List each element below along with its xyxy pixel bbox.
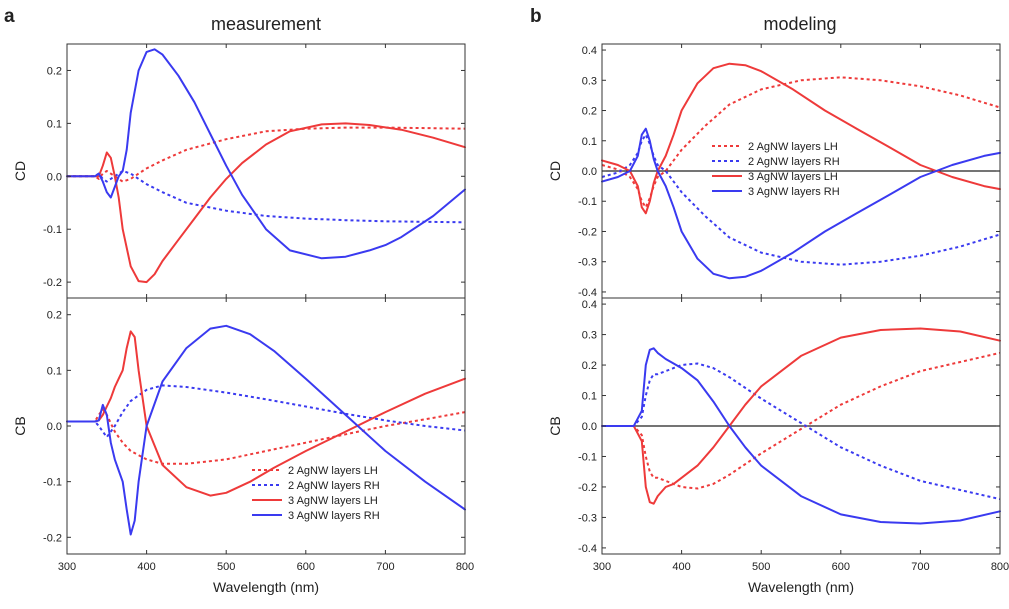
series-line xyxy=(67,170,466,224)
y-axis-title: CD xyxy=(547,161,563,181)
legend-label: 3 AgNW layers RH xyxy=(288,510,380,522)
x-tick-label: 800 xyxy=(456,561,474,573)
panel-b-letter: b xyxy=(530,6,542,27)
x-tick-label: 500 xyxy=(752,561,770,573)
y-tick-label: -0.2 xyxy=(43,532,62,544)
series-line xyxy=(66,330,466,497)
y-tick-label: -0.3 xyxy=(578,512,597,524)
x-tick-label: 400 xyxy=(672,561,690,573)
y-axis-title: CB xyxy=(12,416,28,435)
y-tick-label: -0.2 xyxy=(43,277,62,289)
x-axis-title: Wavelength (nm) xyxy=(748,579,854,595)
y-tick-label: 0.4 xyxy=(582,45,597,57)
series-line xyxy=(66,122,466,284)
legend-label: 2 AgNW layers LH xyxy=(288,465,378,477)
x-tick-label: 600 xyxy=(297,561,315,573)
x-tick-label: 400 xyxy=(137,561,155,573)
y-tick-label: 0.3 xyxy=(582,75,597,87)
legend: 2 AgNW layers LH 2 AgNW layers RH 3 AgNW l… xyxy=(252,465,380,522)
y-tick-label: 0.1 xyxy=(47,365,62,377)
y-tick-label: -0.1 xyxy=(43,224,62,236)
series-line xyxy=(601,62,1001,215)
y-tick-label: 0.1 xyxy=(582,391,597,403)
x-tick-label: 500 xyxy=(217,561,235,573)
series-line xyxy=(601,76,1001,209)
axes-frame xyxy=(66,43,466,299)
x-tick-label: 600 xyxy=(832,561,850,573)
y-tick-label: 0.0 xyxy=(47,171,62,183)
subplot-b-cd: -0.4 -0.3 -0.2 -0.1 0.0 0.1 0.2 0.3 0.4 CD 2 AgNW … xyxy=(547,43,1001,299)
subplot-b-cb: -0.4 -0.3 -0.2 -0.1 0.0 0.1 0.2 0.3 0.4 300 400 500… xyxy=(547,297,1009,595)
series-line xyxy=(601,327,1001,505)
series-line xyxy=(601,133,1001,266)
y-tick-label: 0.2 xyxy=(47,65,62,77)
y-tick-label: -0.1 xyxy=(578,196,597,208)
y-tick-label: -0.2 xyxy=(578,482,597,494)
panel-b-title: modeling xyxy=(763,14,836,34)
y-axis-title: CD xyxy=(12,161,28,181)
y-tick-label: 0.1 xyxy=(582,136,597,148)
series-line xyxy=(602,362,1001,501)
legend-label: 3 AgNW layers LH xyxy=(288,495,378,507)
x-axis-title: Wavelength (nm) xyxy=(213,579,319,595)
y-tick-label: 0.2 xyxy=(582,106,597,118)
y-tick-label: -0.1 xyxy=(578,451,597,463)
x-tick-label: 700 xyxy=(911,561,929,573)
series-line xyxy=(602,351,1001,490)
series-line xyxy=(66,48,466,260)
y-tick-label: 0.0 xyxy=(582,421,597,433)
series-line xyxy=(67,384,466,439)
legend-label: 3 AgNW layers LH xyxy=(748,171,838,183)
panel-a-letter: a xyxy=(4,6,15,27)
y-tick-label: -0.3 xyxy=(578,257,597,269)
y-tick-label: 0.2 xyxy=(47,310,62,322)
x-tick-label: 800 xyxy=(991,561,1009,573)
y-tick-label: -0.2 xyxy=(578,226,597,238)
x-tick-label: 300 xyxy=(58,561,76,573)
y-tick-label: 0.4 xyxy=(582,299,597,311)
legend-label: 2 AgNW layers RH xyxy=(288,480,380,492)
legend-label: 2 AgNW layers LH xyxy=(748,141,838,153)
y-tick-label: 0.1 xyxy=(47,118,62,130)
x-tick-label: 300 xyxy=(593,561,611,573)
legend-label: 3 AgNW layers RH xyxy=(748,186,840,198)
y-tick-label: -0.1 xyxy=(43,477,62,489)
panel-a-title: measurement xyxy=(211,14,321,34)
y-tick-label: 0.0 xyxy=(582,166,597,178)
series-line xyxy=(601,127,1001,280)
subplot-a-cb: -0.2 -0.1 0.0 0.1 0.2 300 400 500 600 700 800 CB Wav… xyxy=(12,297,474,595)
plot-area: -0.2 -0.1 0.0 0.1 0.2 CD -0.2 -0.1 0.0 0.1 0.2 300 4… xyxy=(12,43,1009,595)
series-line xyxy=(67,408,466,465)
y-tick-label: 0.0 xyxy=(47,421,62,433)
x-tick-label: 700 xyxy=(376,561,394,573)
y-axis-title: CB xyxy=(547,416,563,435)
legend-label: 2 AgNW layers RH xyxy=(748,156,840,168)
y-tick-label: 0.2 xyxy=(582,360,597,372)
series-line xyxy=(66,324,466,536)
series-line xyxy=(601,347,1001,525)
y-tick-label: -0.4 xyxy=(578,287,597,299)
y-tick-label: -0.4 xyxy=(578,543,597,555)
subplot-a-cd: -0.2 -0.1 0.0 0.1 0.2 CD xyxy=(12,43,466,299)
legend: 2 AgNW layers LH 2 AgNW layers RH 3 AgNW l… xyxy=(712,141,840,198)
y-tick-label: 0.3 xyxy=(582,330,597,342)
series-line xyxy=(67,126,466,183)
